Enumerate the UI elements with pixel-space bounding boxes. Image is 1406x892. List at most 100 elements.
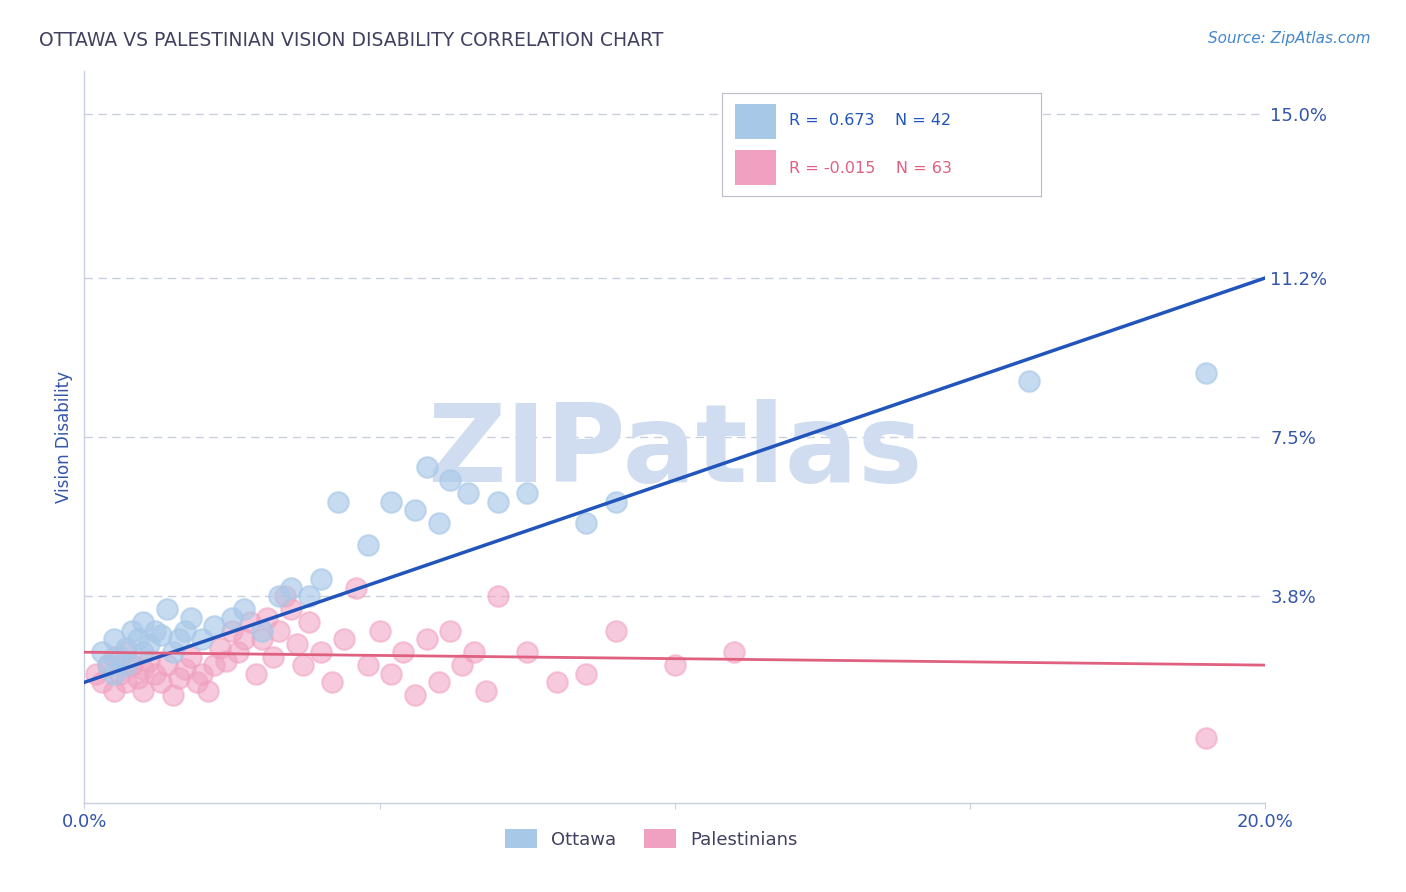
Legend: Ottawa, Palestinians: Ottawa, Palestinians <box>498 822 806 856</box>
Point <box>162 688 184 702</box>
Point <box>150 675 173 690</box>
Point <box>463 645 485 659</box>
Point <box>91 675 114 690</box>
Point <box>427 516 450 530</box>
Point <box>114 645 136 659</box>
Point <box>439 473 461 487</box>
Point <box>1018 374 1040 388</box>
Point <box>103 684 125 698</box>
Point <box>108 666 131 681</box>
Point <box>328 494 350 508</box>
Point <box>605 494 627 508</box>
Point <box>298 615 321 629</box>
Point <box>245 666 267 681</box>
Point <box>180 611 202 625</box>
Point <box>103 666 125 681</box>
Point <box>191 666 214 681</box>
Point <box>357 658 380 673</box>
Point <box>357 538 380 552</box>
Point <box>143 624 166 638</box>
Point <box>103 649 125 664</box>
Point <box>1195 731 1218 746</box>
Point <box>262 649 284 664</box>
Point <box>416 632 439 647</box>
Point <box>226 645 249 659</box>
Point <box>475 684 498 698</box>
Point <box>392 645 415 659</box>
Point <box>516 645 538 659</box>
Point <box>162 645 184 659</box>
Point <box>232 632 254 647</box>
Point <box>138 654 160 668</box>
Point <box>309 572 332 586</box>
Point <box>84 666 107 681</box>
Point <box>167 671 190 685</box>
Point <box>132 662 155 676</box>
Y-axis label: Vision Disability: Vision Disability <box>55 371 73 503</box>
Point <box>344 581 367 595</box>
Point <box>132 645 155 659</box>
Point <box>121 658 143 673</box>
Point <box>404 688 426 702</box>
Point <box>280 581 302 595</box>
Point <box>132 684 155 698</box>
Point <box>486 589 509 603</box>
Point <box>380 494 402 508</box>
Point <box>114 675 136 690</box>
Point <box>221 624 243 638</box>
Point <box>167 632 190 647</box>
Point <box>427 675 450 690</box>
Point <box>457 486 479 500</box>
Point <box>280 602 302 616</box>
Point <box>132 615 155 629</box>
Point <box>256 611 278 625</box>
Point <box>191 632 214 647</box>
Point <box>723 645 745 659</box>
Point <box>486 494 509 508</box>
Point <box>269 589 291 603</box>
Point <box>202 619 225 633</box>
Point <box>114 658 136 673</box>
Point <box>127 632 149 647</box>
Point <box>575 516 598 530</box>
Point <box>380 666 402 681</box>
Point <box>291 658 314 673</box>
Point <box>103 632 125 647</box>
Point <box>546 675 568 690</box>
Text: Source: ZipAtlas.com: Source: ZipAtlas.com <box>1208 31 1371 46</box>
Point <box>209 640 232 655</box>
Point <box>664 658 686 673</box>
Point <box>298 589 321 603</box>
Text: ZIPatlas: ZIPatlas <box>427 399 922 505</box>
Point <box>138 637 160 651</box>
Point <box>127 671 149 685</box>
Point <box>108 649 131 664</box>
Point <box>91 645 114 659</box>
Point <box>250 632 273 647</box>
Point <box>202 658 225 673</box>
Point <box>143 666 166 681</box>
Point <box>150 628 173 642</box>
Point <box>451 658 474 673</box>
Point <box>269 624 291 638</box>
Point <box>156 658 179 673</box>
Point <box>404 503 426 517</box>
Point <box>321 675 343 690</box>
Point <box>368 624 391 638</box>
Point <box>173 624 195 638</box>
Point <box>333 632 356 647</box>
Point <box>250 624 273 638</box>
Point <box>439 624 461 638</box>
Point <box>215 654 238 668</box>
Point <box>285 637 308 651</box>
Point <box>605 624 627 638</box>
Point <box>575 666 598 681</box>
Point <box>516 486 538 500</box>
Point <box>309 645 332 659</box>
Point <box>197 684 219 698</box>
Point <box>114 640 136 655</box>
Point <box>1195 366 1218 380</box>
Point <box>416 460 439 475</box>
Point <box>97 658 120 673</box>
Point <box>156 602 179 616</box>
